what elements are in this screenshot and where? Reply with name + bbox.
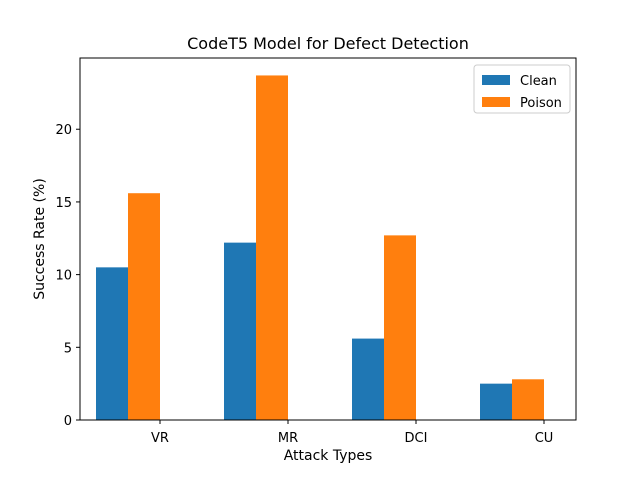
bar-poison-mr <box>256 75 288 420</box>
x-axis: VR MR DCI CU <box>151 420 553 446</box>
x-tick-label: DCI <box>405 431 428 446</box>
y-tick-label: 10 <box>55 269 72 284</box>
y-axis: 0 5 10 15 20 <box>55 123 80 429</box>
bar-poison-cu <box>512 379 544 420</box>
bar-clean-dci <box>352 338 384 420</box>
y-tick-label: 5 <box>64 341 72 356</box>
y-tick-label: 0 <box>64 414 72 429</box>
legend-swatch-clean <box>482 75 510 85</box>
bar-clean-mr <box>224 242 256 420</box>
bar-clean-cu <box>480 383 512 420</box>
legend-label-clean: Clean <box>520 74 557 89</box>
y-tick-label: 20 <box>55 123 72 138</box>
x-tick-label: MR <box>278 431 298 446</box>
bar-clean-vr <box>96 267 128 420</box>
legend: Clean Poison <box>473 64 571 114</box>
x-axis-label: Attack Types <box>284 448 373 464</box>
x-tick-label: VR <box>151 431 169 446</box>
plot-frame <box>79 57 577 421</box>
x-tick-label: CU <box>535 431 554 446</box>
chart-title: CodeT5 Model for Defect Detection <box>187 34 469 53</box>
y-axis-label: Success Rate (%) <box>32 178 48 300</box>
bar-poison-vr <box>128 193 160 420</box>
y-tick-label: 15 <box>55 196 72 211</box>
bar-poison-dci <box>384 235 416 420</box>
legend-swatch-poison <box>482 97 510 107</box>
legend-label-poison: Poison <box>520 96 562 111</box>
bars <box>96 75 544 420</box>
